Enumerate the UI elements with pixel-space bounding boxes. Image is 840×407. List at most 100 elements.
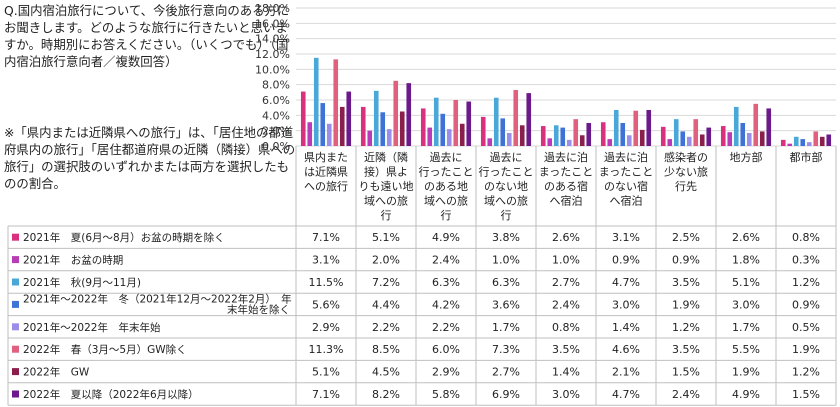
bar: [600, 122, 606, 146]
footnote-text: ※「県内または近隣県への旅行」は、「居住地の都道府県内の旅行」「居住都道府県の近…: [4, 125, 296, 191]
data-label: 3.1%: [312, 254, 340, 267]
category-label: 地方部: [730, 150, 763, 164]
bar: [399, 111, 405, 146]
data-label: 1.9%: [792, 343, 820, 356]
data-label: 7.1%: [312, 231, 340, 244]
legend-swatch: [12, 345, 19, 353]
data-label: 1.8%: [732, 254, 760, 267]
category-label: 接）県よ: [364, 166, 408, 179]
data-label: 4.6%: [612, 343, 640, 356]
bar: [406, 83, 412, 146]
bar: [699, 134, 705, 146]
data-label: 7.1%: [312, 388, 340, 401]
bar: [326, 123, 332, 146]
bar: [373, 90, 379, 146]
bar: [646, 109, 652, 146]
category-label: 感染者の: [664, 150, 708, 164]
category-label: まったこと: [539, 166, 594, 179]
category-label: 行先: [675, 180, 697, 193]
data-label: 2.4%: [552, 298, 580, 311]
bar: [746, 132, 752, 146]
y-tick-label: 14.0%: [255, 33, 290, 46]
data-label: 1.2%: [792, 366, 820, 379]
series-label: 2021年～2022年 年末年始: [23, 321, 161, 334]
category-label: へ宿泊: [550, 194, 583, 208]
bar: [300, 91, 306, 146]
data-label: 0.9%: [672, 254, 700, 267]
bar: [607, 139, 613, 146]
bar: [339, 106, 345, 146]
bar: [420, 108, 426, 146]
category-label: 行: [441, 209, 452, 222]
legend-swatch: [12, 300, 19, 308]
data-label: 2.9%: [432, 366, 460, 379]
y-tick-label: 10.0%: [255, 63, 290, 76]
data-label: 2.7%: [552, 276, 580, 289]
data-label: 4.2%: [432, 298, 460, 311]
category-label: 域への旅: [484, 194, 528, 208]
category-label: 域への旅: [364, 194, 408, 208]
bar: [453, 100, 459, 146]
bar: [320, 103, 326, 146]
data-label: 6.3%: [432, 276, 460, 289]
data-label: 3.8%: [492, 231, 520, 244]
series-label: 2021年 夏(6月～8月）お盆の時期を除く: [23, 231, 225, 244]
category-label: 過去に泊: [544, 151, 588, 164]
bar: [660, 126, 666, 146]
bar: [446, 129, 452, 146]
y-tick-label: 6.0%: [262, 94, 290, 107]
data-label: 3.5%: [672, 343, 700, 356]
bar: [519, 125, 525, 146]
bar: [506, 132, 512, 146]
category-label: 過去に: [430, 151, 463, 164]
series-label: 2021年 秋(9月～11月): [23, 276, 141, 289]
bar: [686, 136, 692, 146]
series-label: 2022年 春（3月～5月）GW除く: [23, 343, 187, 356]
data-label: 5.1%: [372, 231, 400, 244]
data-label: 6.0%: [432, 343, 460, 356]
bar: [480, 116, 486, 146]
bar: [633, 110, 639, 146]
bar: [493, 97, 499, 146]
bar: [487, 138, 493, 146]
data-label: 4.9%: [732, 388, 760, 401]
data-label: 2.1%: [612, 366, 640, 379]
data-label: 4.5%: [372, 366, 400, 379]
data-label: 5.6%: [312, 298, 340, 311]
bar: [573, 119, 579, 146]
bar: [620, 123, 626, 146]
legend-swatch: [12, 233, 19, 241]
category-label: 行ったこと: [419, 166, 474, 179]
category-label: のない地: [484, 180, 528, 193]
bar: [313, 57, 319, 147]
bar: [759, 131, 765, 146]
bar: [793, 136, 799, 146]
data-label: 1.2%: [792, 276, 820, 289]
bar: [579, 135, 585, 146]
data-label: 0.8%: [792, 231, 820, 244]
bar: [526, 93, 532, 146]
data-label: 7.3%: [492, 343, 520, 356]
bar: [307, 122, 313, 146]
bar: [346, 91, 352, 146]
data-label: 0.9%: [612, 254, 640, 267]
data-label: 1.2%: [672, 321, 700, 334]
bar: [667, 139, 673, 146]
legend-swatch: [12, 278, 19, 286]
data-label: 4.4%: [372, 298, 400, 311]
series-label: 2022年 夏以降（2022年6月以降）: [23, 388, 199, 401]
bar: [680, 131, 686, 146]
data-label: 3.0%: [552, 388, 580, 401]
category-label: 域への旅: [424, 194, 468, 208]
data-label: 2.4%: [432, 254, 460, 267]
data-label: 1.0%: [492, 254, 520, 267]
data-label: 1.9%: [732, 366, 760, 379]
data-label: 1.4%: [612, 321, 640, 334]
category-label: は近隣県: [304, 165, 348, 179]
bar: [360, 106, 366, 146]
bar: [727, 132, 733, 146]
bar: [740, 123, 746, 146]
bar: [766, 108, 772, 146]
data-label: 2.9%: [312, 321, 340, 334]
